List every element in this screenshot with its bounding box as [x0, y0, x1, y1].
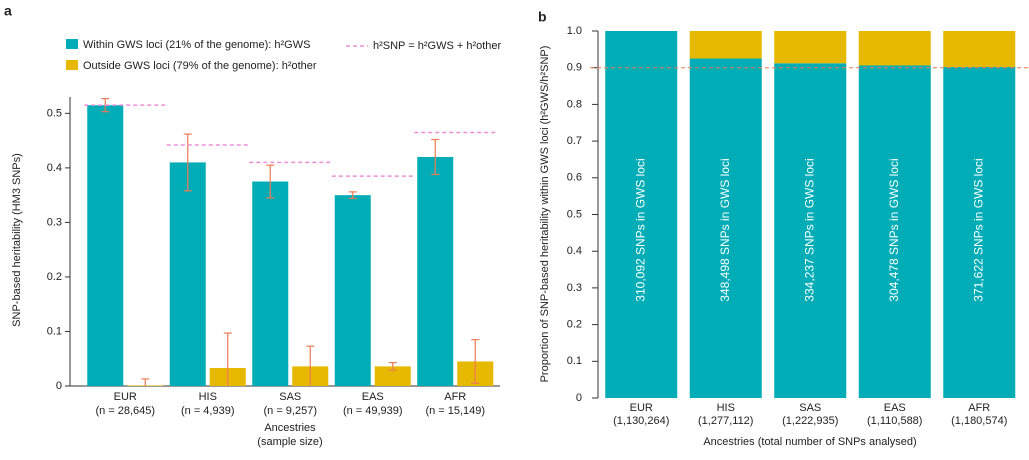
x-tick-label: SAS [279, 391, 301, 403]
y-tick-label: 1.0 [567, 25, 582, 37]
bar-segment [689, 58, 762, 399]
error-bar [223, 332, 232, 386]
y-axis-label: SNP-based heritability (HM3 SNPs) [11, 153, 23, 327]
bar-segment [774, 31, 847, 64]
bar-annotation: 304,478 SNPs in GWS loci [887, 158, 901, 301]
y-tick-label: 0 [56, 380, 62, 392]
bar [169, 162, 206, 386]
bar [252, 181, 289, 386]
x-tick-sublabel: (n = 9,257) [263, 405, 317, 417]
x-tick-label: EAS [362, 391, 384, 403]
bar-segment [943, 31, 1016, 67]
x-tick-sublabel: (n = 28,645) [95, 405, 155, 417]
bar-segment [689, 31, 762, 59]
bar-annotation: 348,498 SNPs in GWS loci [718, 158, 732, 301]
error-bar [388, 361, 397, 371]
x-tick-label: EUR [114, 391, 137, 403]
x-tick-label: HIS [717, 402, 735, 414]
legend-label: h²SNP = h²GWS + h²other [373, 40, 502, 52]
y-tick-label: 0.5 [567, 208, 582, 220]
legend-swatch [66, 60, 78, 70]
x-axis-label: Ancestries (total number of SNPs analyse… [703, 436, 916, 448]
error-bar [471, 339, 480, 384]
x-axis-label: (sample size) [257, 436, 322, 448]
legend-label: Within GWS loci (21% of the genome): h²G… [83, 39, 310, 51]
error-bar [348, 191, 357, 200]
y-tick-label: 0.8 [567, 98, 582, 110]
y-tick-label: 0.3 [567, 282, 582, 294]
x-tick-sublabel: (1,277,112) [698, 415, 753, 427]
y-tick-label: 0 [576, 392, 582, 404]
x-tick-label: EUR [630, 402, 653, 414]
bar-annotation: 334,237 SNPs in GWS loci [802, 158, 816, 301]
x-tick-label: EAS [884, 402, 906, 414]
legend-label: Outside GWS loci (79% of the genome): h²… [83, 60, 317, 72]
x-tick-sublabel: (1,222,935) [782, 415, 838, 427]
x-tick-label: SAS [799, 402, 821, 414]
panel-label: a [4, 3, 12, 19]
bar [417, 156, 454, 386]
y-tick-label: 0.4 [567, 245, 582, 257]
bar [374, 366, 411, 386]
y-tick-label: 0.4 [47, 162, 62, 174]
bar-segment [605, 31, 678, 398]
y-tick-label: 0.1 [47, 325, 62, 337]
bar-segment [943, 66, 1016, 398]
bar [334, 195, 371, 386]
y-tick-label: 0.7 [567, 135, 582, 147]
y-tick-label: 0.5 [47, 107, 62, 119]
y-tick-label: 0.9 [567, 62, 582, 74]
x-tick-sublabel: (1,180,574) [951, 415, 1007, 427]
y-tick-label: 0.1 [567, 355, 582, 367]
legend-swatch [66, 39, 78, 49]
x-axis-label: Ancestries [264, 422, 316, 434]
error-bar [141, 378, 150, 386]
error-bar [431, 138, 440, 176]
y-tick-label: 0.3 [47, 216, 62, 228]
x-tick-sublabel: (n = 49,939) [343, 405, 403, 417]
bar-segment [858, 65, 931, 399]
x-tick-label: HIS [199, 391, 217, 403]
x-tick-label: AFR [444, 391, 466, 403]
error-bar [266, 164, 275, 199]
error-bar [183, 133, 192, 192]
x-tick-sublabel: (1,130,264) [613, 415, 669, 427]
panel-label: b [538, 9, 547, 25]
y-tick-label: 0.6 [567, 172, 582, 184]
y-tick-label: 0.2 [47, 271, 62, 283]
error-bar [306, 345, 315, 386]
bar-segment [774, 63, 847, 399]
x-tick-sublabel: (n = 4,939) [181, 405, 235, 417]
y-tick-label: 0.2 [567, 319, 582, 331]
bar-annotation: 310,092 SNPs in GWS loci [633, 158, 647, 301]
bar-segment [858, 31, 931, 66]
x-tick-sublabel: (n = 15,149) [425, 405, 485, 417]
y-axis-label: Proportion of SNP-based heritability wit… [539, 46, 551, 383]
bar-annotation: 371,622 SNPs in GWS loci [971, 158, 985, 301]
x-tick-label: AFR [968, 402, 990, 414]
bar [87, 105, 124, 386]
x-tick-sublabel: (1,110,588) [867, 415, 922, 427]
